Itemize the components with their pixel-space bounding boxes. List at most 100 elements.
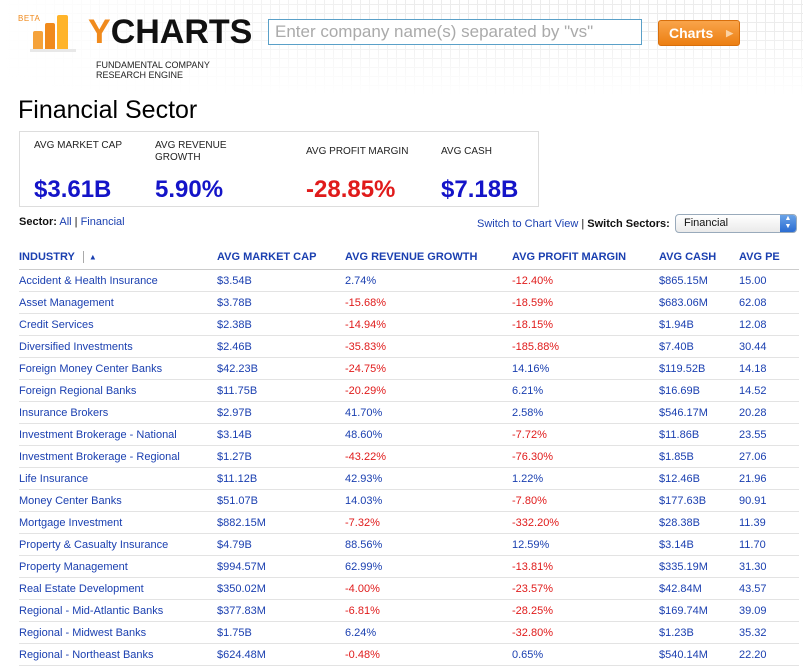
industry-link[interactable]: Credit Services [19,318,94,331]
cell-revenue-growth: -35.83% [345,335,512,358]
sector-summary: AVG MARKET CAP $3.61B AVG REVENUE GROWTH… [19,131,539,207]
cell-profit-margin: 12.59% [512,533,659,556]
logo-bar [33,31,43,49]
col-avg-pe[interactable]: AVG PE [739,245,799,270]
cell-revenue-growth: 88.56% [345,533,512,556]
col-avg-market-cap[interactable]: AVG MARKET CAP [217,245,345,270]
industry-link[interactable]: Accident & Health Insurance [19,274,158,287]
chevron-right-icon: ▶ [726,28,733,38]
cell-cash: $335.19M [659,555,739,578]
industry-link[interactable]: Real Estate Development [19,582,144,595]
cell-pe: 27.06 [739,445,799,468]
table-row: Regional - Midwest Banks $1.75B 6.24% -32.8… [19,621,799,644]
industry-link[interactable]: Foreign Money Center Banks [19,362,163,375]
cell-pe: 31.30 [739,555,799,578]
cell-profit-margin: -18.59% [512,291,659,314]
col-industry[interactable]: INDUSTRY ▲ [19,245,217,270]
sort-divider [82,251,84,264]
cell-market-cap: $1.27B [217,445,345,468]
cell-industry: Foreign Money Center Banks [19,357,217,380]
cell-cash: $28.38B [659,511,739,534]
industry-link[interactable]: Property & Casualty Insurance [19,538,169,551]
brand-name[interactable]: YCHARTS [88,12,252,52]
sort-ascending-icon[interactable]: ▲ [88,252,97,262]
bar-chart-logo-icon[interactable] [30,13,78,52]
industry-link[interactable]: Life Insurance [19,472,89,485]
cell-profit-margin: -332.20% [512,511,659,534]
cell-profit-margin: 14.16% [512,357,659,380]
cell-profit-margin: -13.81% [512,555,659,578]
table-row: Accident & Health Insurance $3.54B 2.74% -1… [19,269,799,292]
table-row: Credit Services $2.38B -14.94% -18.15% $1.94… [19,313,799,336]
cell-cash: $169.74M [659,599,739,622]
cell-profit-margin: 0.65% [512,643,659,666]
cell-cash: $42.84M [659,577,739,600]
logo-bar [45,23,55,49]
table-row: Investment Brokerage - Regional $1.27B -43… [19,445,799,468]
table-row: Regional - Mid-Atlantic Banks $377.83M -6.… [19,599,799,622]
industry-link[interactable]: Foreign Regional Banks [19,384,137,397]
industry-link[interactable]: Insurance Brokers [19,406,109,419]
cell-industry: Property Management [19,555,217,578]
charts-button[interactable]: Charts ▶ [658,20,740,46]
cell-industry: Regional - Northeast Banks [19,643,217,666]
cell-pe: 14.52 [739,379,799,402]
cell-market-cap: $350.02M [217,577,345,600]
cell-pe: 30.44 [739,335,799,358]
sector-select[interactable]: Financial ▲ ▼ [675,214,797,233]
cell-revenue-growth: 42.93% [345,467,512,490]
industry-link[interactable]: Investment Brokerage - Regional [19,450,180,463]
cell-industry: Investment Brokerage - National [19,423,217,446]
col-avg-profit-margin[interactable]: AVG PROFIT MARGIN [512,245,659,270]
beta-label: BETA [18,14,41,23]
cell-market-cap: $3.14B [217,423,345,446]
sector-current-link[interactable]: Financial [80,216,125,228]
table-row: Real Estate Development $350.02M -4.00% -23… [19,577,799,600]
cell-revenue-growth: 48.60% [345,423,512,446]
cell-profit-margin: -76.30% [512,445,659,468]
separator: | [74,216,78,228]
cell-market-cap: $2.46B [217,335,345,358]
table-row: Regional - Northeast Banks $624.48M -0.48%… [19,643,799,666]
cell-profit-margin: -185.88% [512,335,659,358]
avg-revenue-growth-label: AVG REVENUE GROWTH [155,140,227,163]
cell-market-cap: $3.78B [217,291,345,314]
cell-revenue-growth: 62.99% [345,555,512,578]
cell-revenue-growth: -4.00% [345,577,512,600]
cell-pe: 23.55 [739,423,799,446]
company-search-input[interactable] [268,19,642,45]
industry-link[interactable]: Diversified Investments [19,340,133,353]
cell-pe: 12.08 [739,313,799,336]
avg-market-cap-label: AVG MARKET CAP [34,140,122,151]
cell-industry: Accident & Health Insurance [19,269,217,292]
cell-industry: Regional - Midwest Banks [19,621,217,644]
cell-market-cap: $11.12B [217,467,345,490]
table-header-row: INDUSTRY ▲ AVG MARKET CAP AVG REVENUE GRO… [19,245,799,270]
cell-market-cap: $11.75B [217,379,345,402]
industry-link[interactable]: Property Management [19,560,128,573]
industry-link[interactable]: Mortgage Investment [19,516,123,529]
switch-chart-view-link[interactable]: Switch to Chart View [477,218,579,230]
industry-link[interactable]: Regional - Midwest Banks [19,626,147,639]
col-industry-label: INDUSTRY [19,250,75,263]
cell-revenue-growth: -43.22% [345,445,512,468]
cell-profit-margin: -23.57% [512,577,659,600]
industry-link[interactable]: Regional - Mid-Atlantic Banks [19,604,164,617]
cell-revenue-growth: -24.75% [345,357,512,380]
cell-profit-margin: -7.80% [512,489,659,512]
logo-bar [57,15,68,49]
industry-link[interactable]: Asset Management [19,296,114,309]
cell-cash: $177.63B [659,489,739,512]
sector-all-link[interactable]: All [59,216,72,228]
col-avg-revenue-growth[interactable]: AVG REVENUE GROWTH [345,245,512,270]
industry-link[interactable]: Investment Brokerage - National [19,428,177,441]
industry-link[interactable]: Money Center Banks [19,494,122,507]
cell-market-cap: $377.83M [217,599,345,622]
col-avg-cash[interactable]: AVG CASH [659,245,739,270]
cell-revenue-growth: -0.48% [345,643,512,666]
cell-pe: 90.91 [739,489,799,512]
cell-profit-margin: -12.40% [512,269,659,292]
industry-link[interactable]: Regional - Northeast Banks [19,648,154,661]
cell-profit-margin: -32.80% [512,621,659,644]
cell-pe: 14.18 [739,357,799,380]
